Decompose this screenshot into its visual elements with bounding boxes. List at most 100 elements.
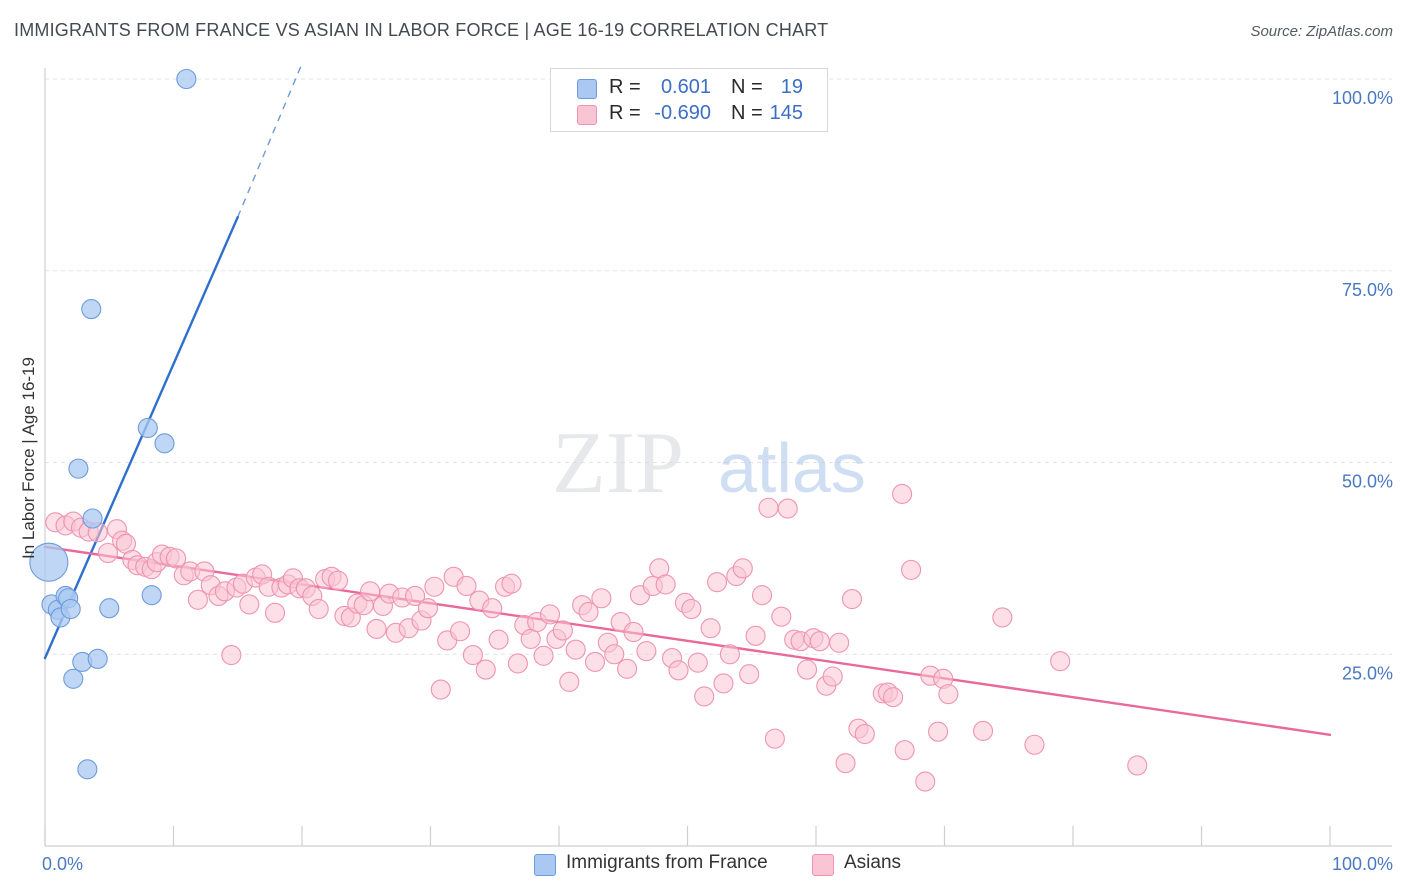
asians-point bbox=[694, 686, 715, 707]
france-point bbox=[99, 598, 120, 619]
asians-point bbox=[894, 740, 915, 761]
asians-point bbox=[565, 639, 586, 660]
asians-point bbox=[424, 576, 445, 597]
bottom-legend-label: Asians bbox=[844, 852, 902, 873]
asians-point bbox=[488, 629, 509, 650]
asians-point bbox=[758, 497, 779, 518]
asians-point bbox=[591, 588, 612, 609]
asians-point bbox=[366, 618, 387, 639]
asians-point bbox=[520, 628, 541, 649]
legend-n-label: N = bbox=[731, 76, 763, 98]
asians-point bbox=[308, 598, 329, 620]
asians-point bbox=[450, 621, 471, 642]
asians-point bbox=[264, 602, 286, 623]
asians-point bbox=[430, 679, 451, 700]
axes bbox=[44, 68, 1392, 847]
bottom-legend-swatch-asians bbox=[812, 854, 834, 876]
france-point bbox=[137, 417, 158, 439]
asians-point bbox=[915, 771, 936, 792]
asians-point bbox=[771, 606, 792, 627]
france-trendline bbox=[43, 215, 239, 660]
asians-point bbox=[187, 589, 208, 610]
asians-point bbox=[732, 558, 753, 579]
asians-point bbox=[739, 664, 760, 685]
legend-row-asians: R = -0.690 N = 145 bbox=[551, 101, 827, 127]
asians-point bbox=[552, 620, 573, 641]
asians-point bbox=[668, 660, 689, 681]
y-tick-label: 100.0% bbox=[1332, 88, 1393, 108]
france-point bbox=[29, 542, 69, 582]
bottom-legend-swatch-france bbox=[534, 854, 556, 876]
asians-point bbox=[636, 641, 657, 662]
asians-point bbox=[928, 721, 949, 742]
y-tick-label: 50.0% bbox=[1342, 472, 1393, 492]
asians-point bbox=[97, 542, 119, 564]
asians-point bbox=[221, 644, 242, 666]
asians-point bbox=[835, 753, 856, 774]
gridlines bbox=[45, 78, 1392, 655]
legend-n-label: N = bbox=[731, 102, 763, 124]
data-points bbox=[29, 68, 1148, 792]
asians-point bbox=[892, 483, 913, 504]
france-point bbox=[60, 598, 81, 620]
x-tick-label: 0.0% bbox=[42, 854, 83, 874]
asians-point bbox=[938, 684, 959, 705]
france-point bbox=[176, 68, 197, 90]
watermark-atlas: atlas bbox=[718, 429, 866, 507]
asians-point bbox=[623, 621, 644, 643]
chart-title: IMMIGRANTS FROM FRANCE VS ASIAN IN LABOR… bbox=[14, 20, 829, 40]
asians-point bbox=[327, 570, 349, 591]
asians-point bbox=[883, 687, 904, 708]
asians-point bbox=[584, 651, 606, 672]
asians-point bbox=[687, 652, 708, 673]
asians-point bbox=[751, 585, 773, 606]
asians-point bbox=[507, 653, 528, 674]
asians-point bbox=[764, 728, 785, 749]
asians-point bbox=[841, 588, 863, 610]
watermark: ZIP atlas bbox=[552, 415, 866, 512]
legend-row-france: R = 0.601 N = 19 bbox=[551, 75, 827, 101]
y-tick-label: 75.0% bbox=[1342, 280, 1393, 300]
asians-point bbox=[533, 645, 554, 666]
asians-point bbox=[713, 673, 734, 694]
asians-point bbox=[501, 573, 522, 594]
legend-r-value: -0.690 bbox=[654, 102, 711, 124]
asians-point bbox=[617, 658, 638, 679]
asians-point bbox=[578, 602, 599, 623]
y-axis-label: In Labor Force | Age 16-19 bbox=[19, 357, 38, 559]
asians-point bbox=[417, 598, 438, 619]
france-point bbox=[68, 458, 89, 479]
asians-point bbox=[239, 594, 260, 615]
asians-point bbox=[405, 585, 426, 607]
asians-point bbox=[972, 720, 994, 742]
asians-point bbox=[360, 581, 381, 602]
asians-point bbox=[796, 659, 818, 680]
asians-point bbox=[462, 644, 483, 666]
asians-point bbox=[854, 723, 875, 745]
asians-point bbox=[901, 559, 922, 580]
france-trendline-extension bbox=[237, 63, 303, 218]
asians-point bbox=[166, 548, 187, 569]
legend-r-label: R = bbox=[609, 102, 641, 124]
y-tick-label: 25.0% bbox=[1342, 663, 1393, 683]
asians-point bbox=[539, 604, 561, 625]
asians-point bbox=[456, 575, 477, 597]
france-point bbox=[63, 668, 84, 689]
france-point bbox=[82, 508, 103, 529]
asians-point bbox=[1127, 755, 1148, 776]
legend-n-value: 19 bbox=[780, 76, 803, 98]
x-tick-label: 100.0% bbox=[1332, 854, 1393, 874]
france-point bbox=[81, 299, 102, 320]
asians-point bbox=[992, 607, 1013, 628]
legend-r-value: 0.601 bbox=[660, 76, 711, 98]
asians-point bbox=[777, 498, 798, 519]
asians-point bbox=[719, 644, 740, 665]
asians-point bbox=[700, 618, 721, 639]
asians-point bbox=[1050, 651, 1071, 672]
france-point bbox=[77, 759, 98, 780]
chart-source: Source: ZipAtlas.com bbox=[1250, 23, 1393, 40]
legend: R = 0.601 N = 19 R = -0.690 N = 145 bbox=[550, 68, 828, 132]
asians-point bbox=[822, 666, 843, 687]
asians-point bbox=[559, 671, 580, 692]
